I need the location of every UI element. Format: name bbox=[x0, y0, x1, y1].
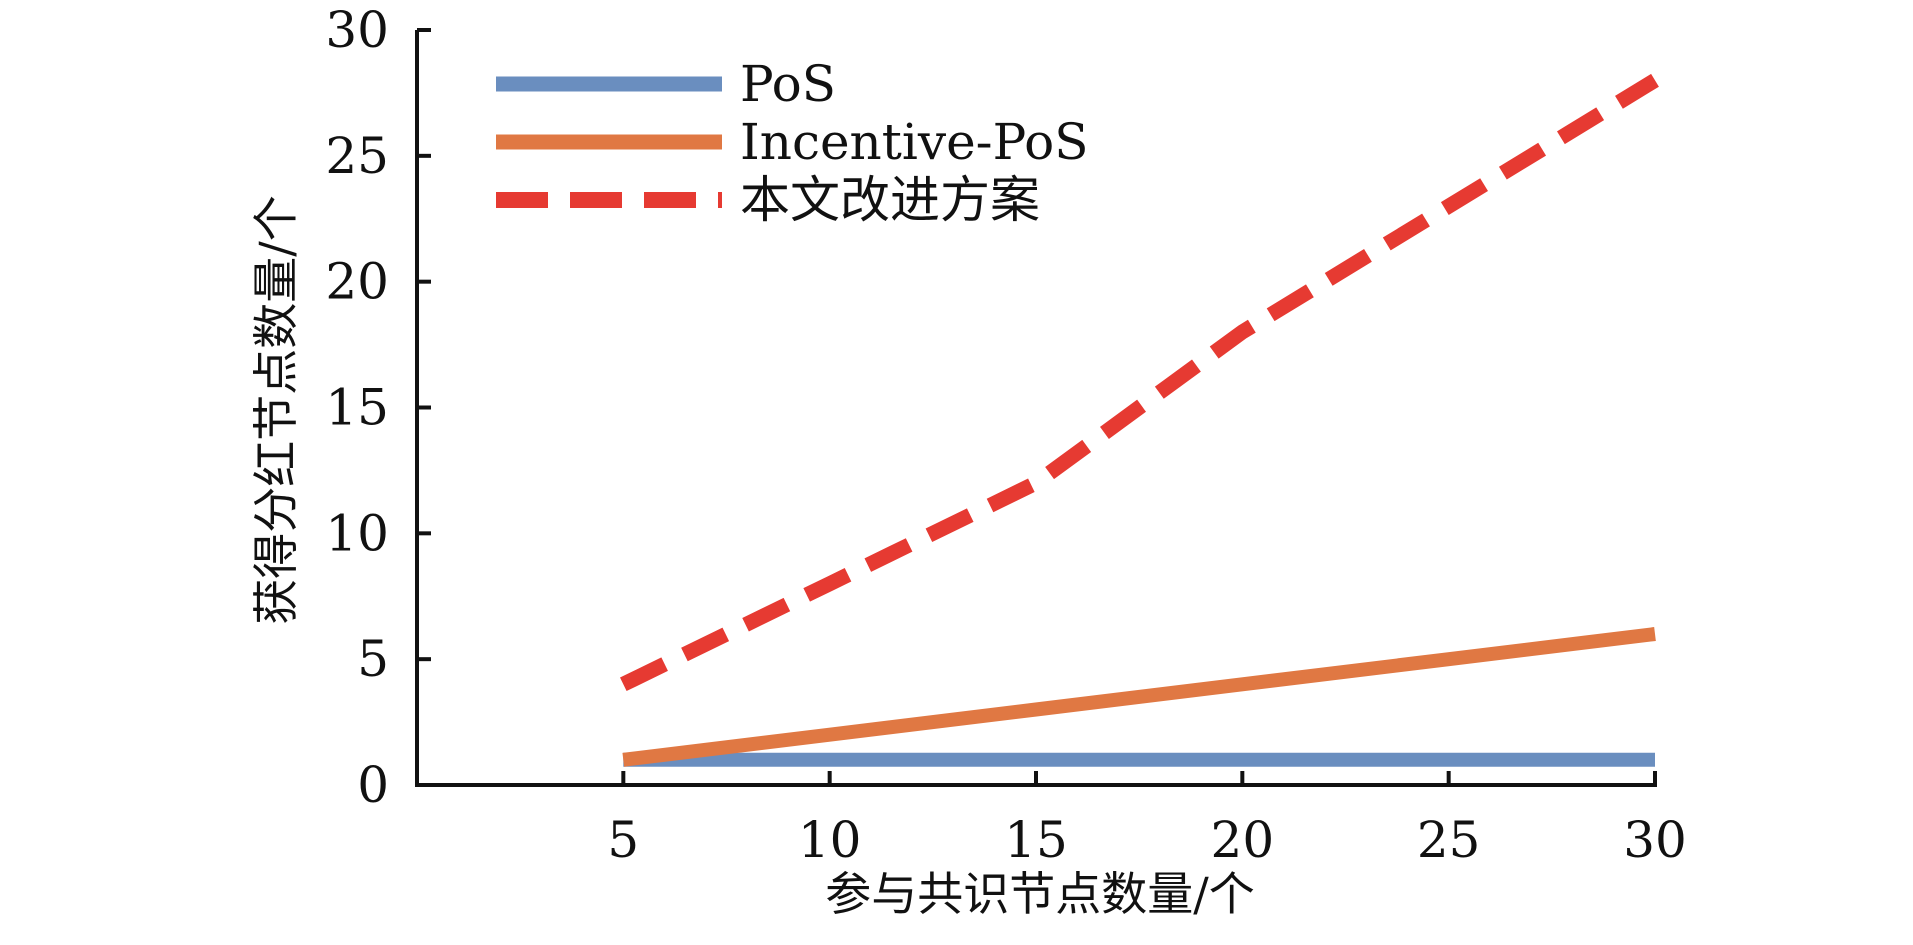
x-tick-label: 5 bbox=[607, 811, 639, 869]
legend-label-3: 本文改进方案 bbox=[740, 171, 1040, 229]
y-axis-title: 获得分红节点数量/个 bbox=[249, 195, 303, 625]
x-tick-label: 10 bbox=[798, 811, 862, 869]
x-tick-label: 20 bbox=[1211, 811, 1275, 869]
y-tick-label: 0 bbox=[357, 756, 389, 814]
y-tick-label: 20 bbox=[325, 253, 389, 311]
legend-label-1: PoS bbox=[740, 55, 836, 113]
x-tick-label: 15 bbox=[1004, 811, 1068, 869]
x-tick-label: 25 bbox=[1417, 811, 1481, 869]
legend-label-2: Incentive-PoS bbox=[740, 113, 1089, 171]
y-tick-label: 25 bbox=[325, 127, 389, 185]
axes: 0 5 10 15 20 25 30 5 10 15 20 25 30 bbox=[325, 1, 1686, 869]
y-tick-label: 15 bbox=[325, 379, 389, 437]
y-tick-label: 10 bbox=[325, 504, 389, 562]
series-lines bbox=[620, 73, 1659, 767]
y-tick-label: 30 bbox=[325, 1, 389, 59]
series-line-2 bbox=[622, 627, 1656, 767]
series-line-3 bbox=[620, 73, 1659, 692]
x-tick-label: 30 bbox=[1623, 811, 1687, 869]
y-tick-label: 5 bbox=[357, 630, 389, 688]
x-axis-title: 参与共识节点数量/个 bbox=[825, 867, 1255, 921]
